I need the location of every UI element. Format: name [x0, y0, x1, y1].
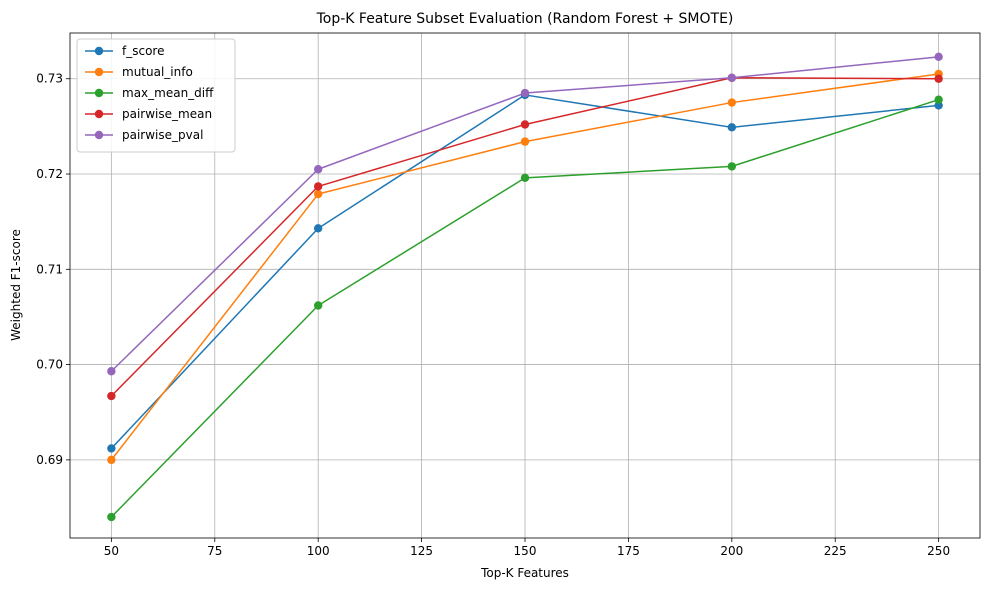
legend-marker	[94, 67, 104, 77]
legend-marker	[94, 46, 104, 56]
data-point	[727, 162, 737, 171]
x-tick-label: 250	[927, 544, 950, 558]
data-point	[727, 98, 737, 107]
x-tick-label: 50	[104, 544, 119, 558]
y-tick-label: 0.73	[36, 72, 63, 86]
legend-item: max_mean_diff	[85, 86, 214, 100]
data-point	[934, 52, 943, 62]
y-axis-label: Weighted F1-score	[9, 229, 23, 341]
data-point	[107, 444, 116, 453]
legend-item: mutual_info	[85, 65, 193, 79]
x-tick-label: 225	[824, 544, 847, 558]
legend-marker	[94, 130, 104, 140]
legend-item: f_score	[85, 44, 164, 58]
y-tick-label: 0.72	[36, 167, 63, 181]
legend-label: pairwise_mean	[122, 107, 212, 121]
grid	[70, 33, 980, 538]
data-point	[934, 74, 943, 83]
data-point	[520, 173, 530, 183]
x-tick-label: 200	[720, 544, 743, 558]
x-axis-label: Top-K Features	[480, 566, 569, 580]
x-tick-label: 125	[410, 544, 433, 558]
x-tick-label: 100	[307, 544, 330, 558]
legend-box	[76, 38, 236, 153]
legend-label: max_mean_diff	[122, 86, 214, 100]
data-point	[313, 182, 323, 191]
legend-marker	[94, 109, 104, 119]
x-tick-label: 75	[207, 544, 222, 558]
axis-ticks: 50 75 100 125 150 175 200 225 250 0.69 0.70 0.71 0.7…	[36, 72, 950, 558]
series-layer	[107, 52, 943, 522]
legend-marker	[94, 88, 104, 98]
chart-title: Top-K Feature Subset Evaluation (Random …	[316, 11, 734, 27]
legend: f_score mutual_info max_mean_diff pairwise_…	[76, 38, 236, 153]
data-point	[934, 95, 943, 104]
data-point	[313, 189, 323, 199]
y-tick-label: 0.70	[36, 358, 63, 372]
legend-label: pairwise_pval	[122, 128, 203, 142]
data-point	[520, 137, 530, 146]
data-point	[727, 73, 737, 82]
y-tick-label: 0.69	[36, 453, 63, 467]
series-max-mean-diff	[107, 95, 943, 522]
data-point	[107, 455, 116, 465]
data-point	[313, 224, 323, 233]
legend-item: pairwise_pval	[85, 128, 203, 142]
legend-item: pairwise_mean	[85, 107, 212, 121]
x-tick-label: 150	[514, 544, 537, 558]
data-point	[313, 165, 323, 174]
legend-label: mutual_info	[122, 65, 193, 79]
legend-label: f_score	[122, 44, 164, 58]
data-point	[313, 301, 323, 310]
data-point	[520, 88, 530, 98]
x-tick-label: 175	[617, 544, 640, 558]
data-point	[107, 391, 116, 401]
series-pairwise-pval	[107, 52, 943, 376]
data-point	[107, 512, 116, 522]
data-point	[520, 120, 530, 129]
series-mutual-info	[107, 69, 943, 465]
data-point	[727, 123, 737, 132]
y-tick-label: 0.71	[36, 262, 63, 276]
data-point	[107, 367, 116, 376]
